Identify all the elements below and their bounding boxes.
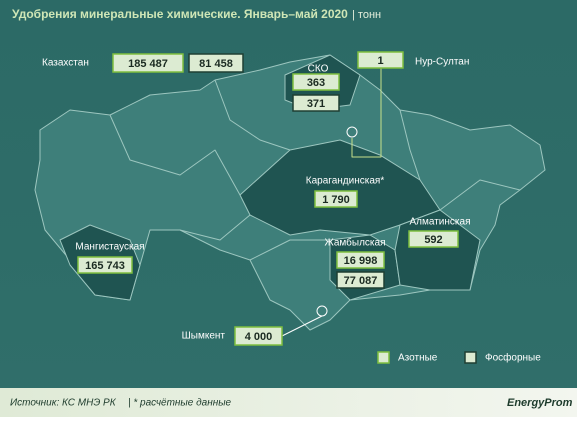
value-box: [112, 53, 184, 73]
value: 371: [307, 98, 325, 110]
annotations: Казахстан 185 487 81 458 СКО 363 371 Нур-Султа…: [42, 51, 541, 364]
region-label: Нур-Султан: [415, 57, 469, 68]
value: 592: [424, 234, 442, 246]
value: 1: [377, 55, 383, 67]
unit: | тонн: [352, 9, 381, 21]
value-box: [357, 51, 404, 69]
value-box: [336, 271, 385, 289]
value-box: [188, 53, 244, 73]
region-label: Казахстан: [42, 58, 89, 69]
region-label: Шымкент: [182, 331, 226, 342]
value-box: [234, 326, 283, 346]
region-label: Карагандинская*: [306, 176, 385, 187]
note: | * расчётные данные: [128, 398, 232, 409]
source: Источник: КС МНЭ РК: [10, 398, 117, 409]
footer-band: [0, 388, 577, 417]
value-box: [292, 73, 340, 91]
brand: EnergyProm: [507, 397, 573, 409]
value-box: [314, 190, 358, 208]
value-box: [408, 230, 459, 248]
value: 363: [307, 77, 325, 89]
legend-label: Азотные: [398, 353, 438, 364]
region-label: Жамбылская: [325, 237, 386, 249]
legend-swatch: [464, 351, 477, 364]
value: 81 458: [199, 58, 233, 70]
value-box: [292, 94, 340, 112]
value-box: [336, 251, 385, 269]
legend-label: Фосфорные: [485, 352, 541, 364]
legend-swatch: [377, 351, 390, 364]
value: 185 487: [128, 58, 168, 70]
title: Удобрения минеральные химические. Январь…: [12, 7, 348, 21]
region-label: Алматинская: [410, 217, 471, 228]
value: 4 000: [245, 331, 273, 343]
value: 16 998: [344, 255, 378, 267]
value: 1 790: [322, 194, 350, 206]
region-label: СКО: [308, 64, 329, 75]
region-label: Мангистауская: [75, 242, 144, 253]
value-box: [77, 256, 133, 274]
value: 77 087: [344, 275, 378, 287]
value: 165 743: [85, 260, 125, 272]
